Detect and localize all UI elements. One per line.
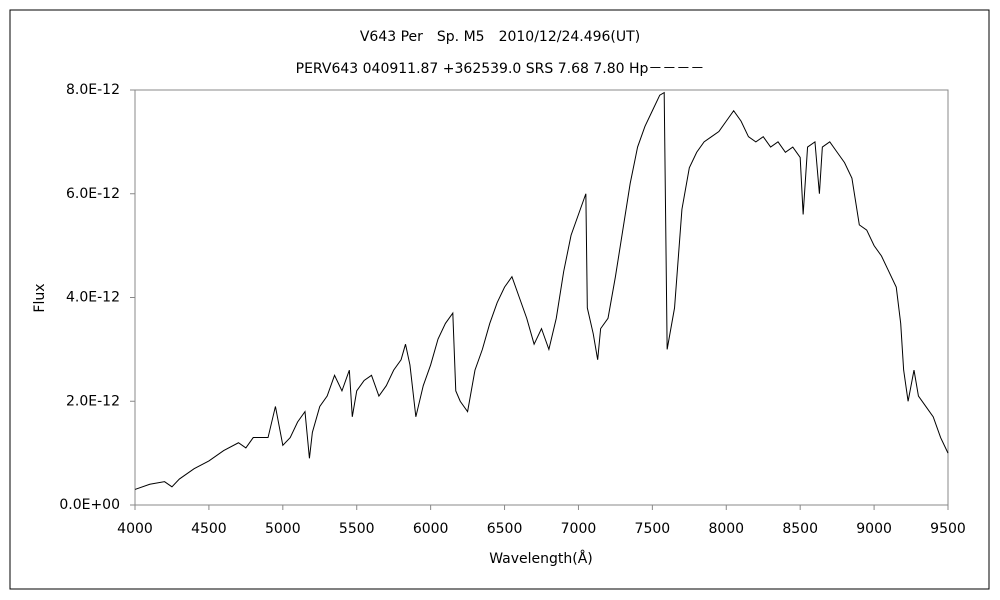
x-tick-label: 8000 bbox=[708, 521, 744, 537]
y-tick-label: 8.0E-12 bbox=[66, 82, 120, 98]
y-tick-label: 6.0E-12 bbox=[66, 186, 120, 202]
x-tick-label: 8500 bbox=[782, 521, 818, 537]
spectrum-line bbox=[134, 91, 949, 490]
x-tick-label: 9500 bbox=[930, 521, 966, 537]
x-tick-label: 5000 bbox=[265, 521, 301, 537]
x-tick-label: 5500 bbox=[339, 521, 375, 537]
x-tick-label: 7000 bbox=[561, 521, 597, 537]
y-axis-label: Flux bbox=[32, 283, 48, 312]
y-tick-label: 2.0E-12 bbox=[66, 393, 120, 409]
x-tick-label: 4000 bbox=[117, 521, 153, 537]
chart-frame bbox=[9, 9, 990, 590]
y-tick-label: 0.0E+00 bbox=[59, 497, 120, 513]
x-tick-label: 4500 bbox=[191, 521, 227, 537]
x-tick-label: 6000 bbox=[413, 521, 449, 537]
x-axis-label: Wavelength(Å) bbox=[489, 550, 593, 567]
x-tick-label: 6500 bbox=[487, 521, 523, 537]
x-tick-label: 9000 bbox=[856, 521, 892, 537]
y-tick-label: 4.0E-12 bbox=[66, 290, 120, 306]
x-tick-label: 7500 bbox=[635, 521, 671, 537]
chart-subtitle: PERV643 040911.87 +362539.0 SRS 7.68 7.8… bbox=[296, 61, 705, 77]
chart-title: V643 Per Sp. M5 2010/12/24.496(UT) bbox=[360, 29, 640, 45]
